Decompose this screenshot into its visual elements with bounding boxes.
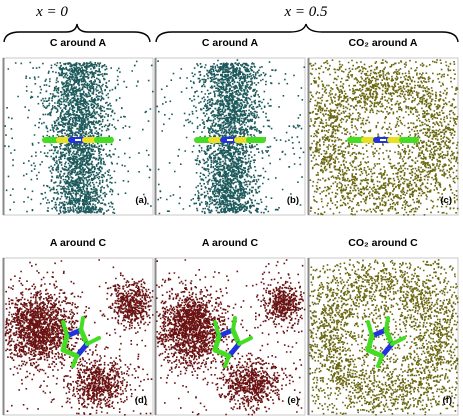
molecule-bond — [78, 327, 90, 347]
density-cloud — [156, 259, 306, 416]
panel-label: (f) — [443, 395, 453, 406]
molecule-bond — [71, 354, 79, 368]
molecule-bond — [365, 347, 385, 359]
molecule-bond — [223, 354, 231, 368]
molecule-bond — [85, 336, 101, 346]
molecule-bond — [365, 333, 375, 353]
panel: (d) — [2, 257, 154, 416]
molecule-bond — [230, 327, 242, 347]
panel-label: (d) — [135, 395, 147, 406]
molecule-bond — [366, 320, 374, 338]
molecule-bond — [74, 341, 90, 359]
molecule-bond — [383, 327, 395, 347]
panel-title: C around A — [202, 37, 259, 49]
panel-title: A around C — [50, 237, 107, 249]
header-label: x = 0 — [35, 4, 68, 20]
panel-title: CO₂ around A — [348, 37, 417, 49]
panel: (f) — [307, 257, 459, 416]
panel-title: C around A — [50, 37, 107, 49]
molecule-bond — [213, 320, 221, 338]
molecule-bond — [231, 316, 237, 332]
panel: (a) — [2, 57, 154, 216]
panel-title: A around C — [202, 237, 259, 249]
panel-label: (c) — [440, 195, 452, 206]
header-label: x = 0.5 — [283, 4, 328, 20]
density-cloud — [4, 259, 154, 416]
molecule-bond — [216, 327, 236, 339]
molecule-bond — [60, 347, 80, 359]
density-cloud — [309, 259, 459, 416]
density-cloud — [4, 60, 154, 215]
molecule-bond — [61, 320, 69, 338]
molecule-bond — [226, 341, 242, 359]
molecule-bond — [212, 333, 222, 353]
panel-label: (a) — [135, 195, 147, 206]
panel: (e) — [154, 257, 306, 416]
molecule-bond — [212, 347, 232, 359]
molecule-bond — [384, 316, 390, 332]
molecule-bond — [369, 327, 389, 339]
panel: (c) — [307, 57, 459, 216]
density-cloud — [156, 59, 306, 215]
molecule-bond — [60, 333, 70, 353]
brace — [3, 23, 151, 43]
molecule-bond — [379, 341, 395, 359]
brace — [155, 23, 459, 43]
molecule-bond — [237, 336, 253, 346]
panel-label: (e) — [287, 395, 299, 406]
molecule-bond — [64, 327, 84, 339]
molecule-bond — [79, 316, 85, 332]
molecule-bond — [376, 354, 384, 368]
panel-label: (b) — [287, 195, 299, 206]
molecule-bond — [390, 336, 406, 346]
panel-title: CO₂ around C — [348, 237, 418, 249]
panel: (b) — [154, 57, 306, 216]
